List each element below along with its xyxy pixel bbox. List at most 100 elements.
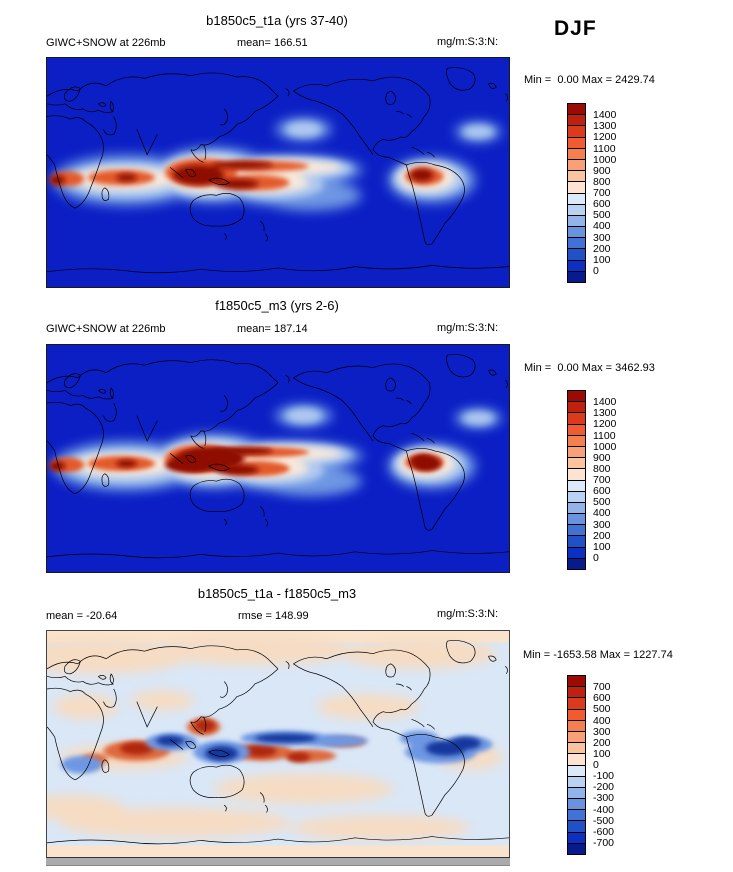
colorbar-cell: [568, 686, 585, 698]
season-label: DJF: [554, 17, 597, 40]
colorbar-tick-label: 600: [593, 485, 611, 498]
colorbar-cell: [568, 809, 585, 821]
south-peach-strip: [47, 845, 509, 858]
colorbar-tick-label: 100: [593, 540, 611, 553]
colorbar-cell: [568, 391, 585, 402]
colorbar-cell: [568, 546, 585, 558]
colorbar-cell: [568, 842, 585, 854]
colorbar-cell: [568, 203, 585, 215]
panel1-colorbar: 1400 1300 1200 1100 1000 900 800 700 600 500 400 30…: [567, 103, 637, 283]
colorbar-tick-label: -300: [593, 792, 615, 805]
colorbar-tick-label: 0: [593, 759, 599, 771]
panel2-minmax: Min = 0.00 Max = 3462.93: [524, 362, 655, 374]
colorbar-tick-label: 300: [593, 231, 611, 244]
colorbar-tick-label: 200: [593, 242, 611, 255]
colorbar-cell: [568, 104, 585, 115]
colorbar-cell: [568, 401, 585, 413]
panel1-units-label: mg/m:S:3:N:: [437, 36, 499, 48]
panel3-colorbar-labels: 700 600 500 400 300 200 100 0 -100 -200 -300 -400 -5…: [593, 675, 637, 855]
panel3-mean-label: mean = -20.64: [46, 610, 118, 622]
colorbar-tick-label: 800: [593, 175, 611, 188]
colorbar-cell: [568, 445, 585, 458]
colorbar-tick-label: -200: [593, 781, 615, 794]
panel3-colorbar-cells: [567, 675, 586, 855]
colorbar-cell: [568, 468, 585, 480]
colorbar-cell: [568, 513, 585, 525]
colorbar-tick-label: 800: [593, 462, 611, 475]
colorbar-cell: [568, 270, 585, 282]
colorbar-tick-label: 100: [593, 253, 611, 266]
colorbar-tick-label: -600: [593, 825, 615, 838]
colorbar-tick-label: 200: [593, 529, 611, 542]
colorbar-cell: [568, 259, 585, 271]
colorbar-cell: [568, 764, 585, 776]
panel1-title: b1850c5_t1a (yrs 37-40): [206, 13, 348, 28]
colorbar-cell: [568, 490, 585, 502]
panel2-colorbar-cells: [567, 390, 586, 570]
panel2-colorbar: 1400 1300 1200 1100 1000 900 800 700 600 500 400 30…: [567, 390, 637, 570]
colorbar-tick-label: -700: [593, 836, 615, 849]
panel3-title: b1850c5_t1a - f1850c5_m3: [197, 586, 357, 601]
colorbar-tick-label: 1200: [593, 418, 617, 431]
extra-convective-maxima: [165, 447, 441, 473]
colorbar-tick-label: 700: [593, 681, 611, 694]
colorbar-tick-label: 400: [593, 714, 611, 727]
colorbar-cell: [568, 214, 585, 227]
colorbar-cell: [568, 114, 585, 126]
colorbar-cell: [568, 147, 585, 159]
colorbar-tick-label: 1000: [593, 153, 617, 166]
colorbar-cell: [568, 412, 585, 424]
panel2-colorbar-labels: 1400 1300 1200 1100 1000 900 800 700 600 500 400 30…: [593, 390, 637, 570]
panel1-minmax: Min = 0.00 Max = 2429.74: [524, 74, 655, 86]
colorbar-cell: [568, 192, 585, 204]
colorbar-cell: [568, 237, 585, 249]
panel3-rmse-label: rmse = 148.99: [238, 610, 309, 622]
colorbar-tick-label: 1400: [593, 396, 617, 409]
colorbar-cell: [568, 457, 585, 469]
colorbar-cell: [568, 742, 585, 754]
map-panel1: [46, 57, 510, 288]
colorbar-cell: [568, 524, 585, 536]
colorbar-tick-label: 400: [593, 220, 611, 233]
colorbar-tick-label: 0: [593, 551, 599, 564]
colorbar-cell: [568, 775, 585, 787]
colorbar-tick-label: 1100: [593, 142, 616, 155]
colorbar-tick-label: 500: [593, 209, 611, 222]
colorbar-cell: [568, 708, 585, 720]
colorbar-cell: [568, 730, 585, 743]
colorbar-cell: [568, 136, 585, 148]
map-panel2: [46, 344, 510, 573]
colorbar-cell: [568, 158, 585, 171]
panel1-colorbar-labels: 1400 1300 1200 1100 1000 900 800 700 600 500 400 30…: [593, 103, 637, 283]
colorbar-cell: [568, 501, 585, 514]
colorbar-cell: [568, 181, 585, 193]
colorbar-cell: [568, 557, 585, 569]
colorbar-tick-label: 1200: [593, 131, 617, 144]
colorbar-cell: [568, 786, 585, 799]
colorbar-tick-label: 500: [593, 703, 611, 716]
panel3-colorbar: 700 600 500 400 300 200 100 0 -100 -200 -300 -400 -5…: [567, 675, 637, 855]
colorbar-cell: [568, 676, 585, 687]
panel1-mean-label: mean= 166.51: [237, 37, 308, 49]
colorbar-tick-label: -100: [593, 770, 615, 783]
colorbar-tick-label: 1400: [593, 109, 617, 122]
colorbar-tick-label: 1300: [593, 120, 617, 133]
panel2-units-label: mg/m:S:3:N:: [437, 322, 499, 334]
panel3-units-label: mg/m:S:3:N:: [437, 608, 499, 620]
colorbar-tick-label: 100: [593, 747, 611, 760]
colorbar-cell: [568, 434, 585, 446]
panel1-variable-label: GIWC+SNOW at 226mb: [46, 37, 166, 49]
panel2-mean-label: mean= 187.14: [237, 323, 308, 335]
colorbar-tick-label: 400: [593, 507, 611, 520]
colorbar-tick-label: 600: [593, 198, 611, 211]
colorbar-cell: [568, 423, 585, 435]
colorbar-tick-label: -500: [593, 814, 615, 827]
colorbar-cell: [568, 697, 585, 709]
colorbar-tick-label: 500: [593, 496, 611, 509]
colorbar-tick-label: 200: [593, 736, 611, 749]
colorbar-tick-label: 300: [593, 725, 611, 738]
colorbar-cell: [568, 248, 585, 260]
colorbar-cell: [568, 125, 585, 137]
colorbar-cell: [568, 170, 585, 182]
